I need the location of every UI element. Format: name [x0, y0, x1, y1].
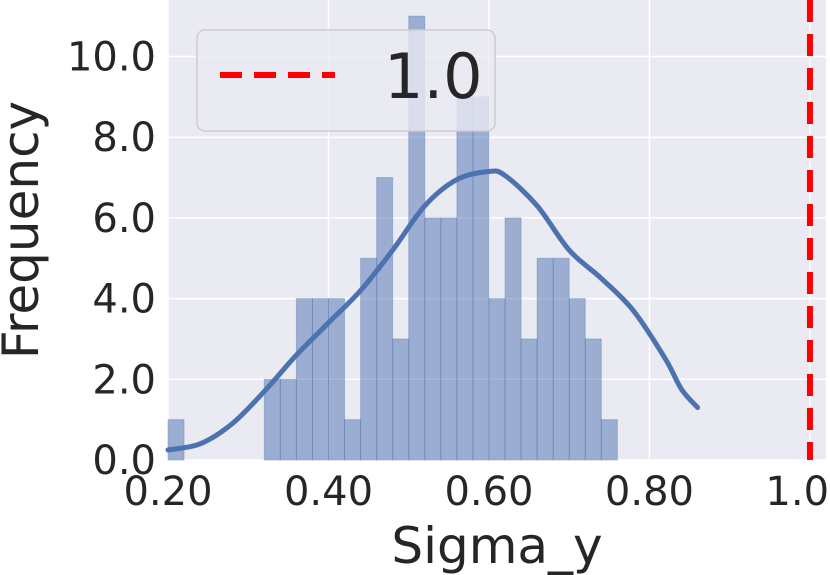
y-tick-labels: 0.0 2.0 4.0 6.0 8.0 10.0 [67, 34, 156, 484]
histogram-bar [504, 217, 522, 461]
x-axis-label: Sigma_y [391, 517, 602, 575]
histogram-bar [344, 419, 362, 461]
histogram-bar [279, 378, 297, 461]
kde-curve [165, 168, 701, 453]
x-tick-label: 0.60 [444, 469, 533, 515]
histogram-bar [600, 419, 618, 461]
histogram-bar [568, 298, 586, 461]
y-tick-label: 2.0 [92, 357, 156, 403]
histogram-bar [327, 298, 346, 461]
histogram-bar [376, 177, 394, 461]
histogram-bar [295, 298, 313, 461]
x-tick-label: 0.40 [284, 469, 373, 515]
x-tick-label: 1.00 [765, 469, 830, 515]
y-tick-label: 0.0 [92, 438, 156, 484]
legend-box [196, 29, 496, 132]
y-tick-label: 8.0 [92, 115, 156, 161]
y-tick-label: 4.0 [92, 277, 156, 323]
histogram-bar [488, 298, 506, 461]
histogram-bar [424, 217, 442, 461]
x-tick-labels: 0.20 0.40 0.60 0.80 1.00 [123, 469, 830, 515]
histogram-bar [440, 217, 458, 461]
histogram-bar [392, 338, 410, 461]
histogram-bar [456, 96, 474, 461]
histogram-bar [584, 338, 602, 461]
x-tick-label: 0.20 [123, 469, 212, 515]
x-tick-label: 0.80 [605, 469, 694, 515]
y-axis-label: Frequency [0, 101, 50, 359]
histogram-bar [472, 96, 490, 461]
histogram-bar [552, 257, 570, 461]
legend: 1.0 [196, 29, 496, 132]
histogram-bar [536, 257, 554, 461]
histogram-bar [360, 257, 378, 461]
histogram-bar [167, 419, 185, 461]
y-tick-label: 10.0 [67, 34, 156, 80]
y-tick-label: 6.0 [92, 196, 156, 242]
histogram-bar [520, 338, 538, 461]
legend-label: 1.0 [384, 40, 483, 113]
